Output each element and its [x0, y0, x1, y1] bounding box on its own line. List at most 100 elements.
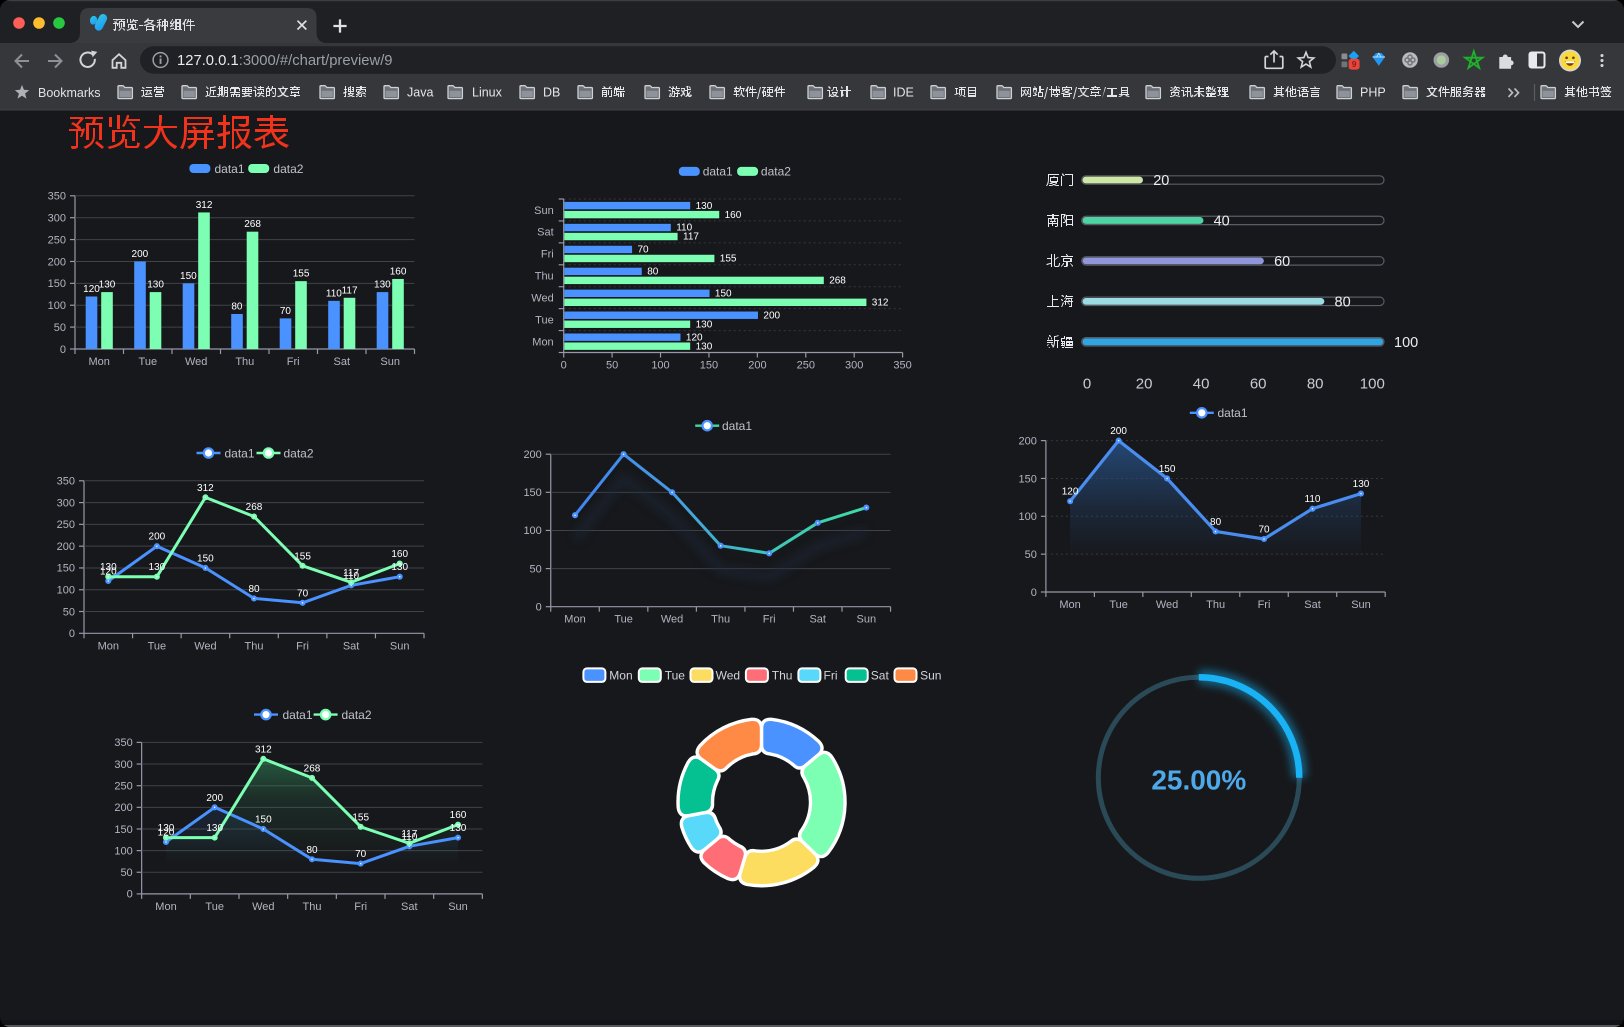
svg-text:117: 117	[683, 232, 699, 243]
svg-text:268: 268	[246, 502, 263, 513]
svg-text:Fri: Fri	[287, 356, 300, 368]
svg-text:120: 120	[83, 284, 100, 295]
svg-text:Sat: Sat	[334, 356, 351, 368]
svg-text:Thu: Thu	[772, 669, 793, 683]
svg-text:268: 268	[829, 276, 846, 287]
svg-text:130: 130	[374, 280, 391, 291]
svg-text:130: 130	[391, 562, 408, 573]
svg-text:Fri: Fri	[541, 249, 554, 261]
svg-text:250: 250	[48, 234, 66, 246]
svg-text:268: 268	[304, 763, 321, 774]
svg-text:80: 80	[306, 845, 318, 856]
svg-text:data2: data2	[761, 165, 791, 179]
svg-text:130: 130	[206, 823, 223, 834]
svg-text:200: 200	[1019, 435, 1037, 447]
svg-text:25.00%: 25.00%	[1151, 765, 1246, 796]
svg-text:0: 0	[60, 344, 66, 356]
svg-text:160: 160	[725, 210, 742, 221]
svg-text:40: 40	[1193, 375, 1210, 392]
svg-text:130: 130	[149, 562, 166, 573]
svg-text:50: 50	[606, 360, 618, 372]
svg-text:150: 150	[197, 553, 214, 564]
svg-text:100: 100	[48, 300, 66, 312]
svg-text:127.0.0.1:3000/#/chart/preview: 127.0.0.1:3000/#/chart/preview/9	[177, 53, 393, 69]
svg-text:Sat: Sat	[871, 669, 890, 683]
svg-text:70: 70	[638, 245, 650, 256]
svg-text:200: 200	[48, 256, 66, 268]
svg-text:130: 130	[1353, 479, 1370, 490]
svg-text:40: 40	[1214, 214, 1230, 230]
svg-text:100: 100	[651, 360, 669, 372]
svg-text:Wed: Wed	[1156, 599, 1178, 611]
svg-text:150: 150	[1019, 473, 1037, 485]
svg-text:Thu: Thu	[235, 356, 254, 368]
svg-text:70: 70	[280, 306, 292, 317]
svg-text:60: 60	[1274, 254, 1290, 270]
svg-text:Sat: Sat	[1304, 599, 1321, 611]
svg-text:80: 80	[647, 267, 659, 278]
svg-text:Mon: Mon	[1059, 599, 1080, 611]
svg-text:80: 80	[1210, 517, 1222, 528]
svg-text:Sun: Sun	[1351, 599, 1371, 611]
svg-text:Fri: Fri	[1258, 599, 1271, 611]
svg-text:110: 110	[676, 223, 692, 234]
svg-text:Mon: Mon	[532, 336, 553, 348]
svg-text:80: 80	[1307, 375, 1324, 392]
svg-text:250: 250	[797, 360, 815, 372]
svg-text:117: 117	[401, 829, 417, 840]
svg-text:Java: Java	[407, 86, 433, 100]
svg-text:130: 130	[100, 562, 117, 573]
svg-text:data1: data1	[1218, 406, 1248, 420]
svg-text:Sat: Sat	[809, 614, 826, 626]
svg-text:250: 250	[114, 781, 132, 793]
svg-text:100: 100	[57, 585, 75, 597]
svg-text:data1: data1	[722, 419, 752, 433]
svg-text:350: 350	[57, 476, 75, 488]
svg-text:Tue: Tue	[205, 901, 224, 913]
svg-text:Mon: Mon	[609, 669, 632, 683]
svg-text:Thu: Thu	[303, 901, 322, 913]
svg-text:Mon: Mon	[98, 640, 119, 652]
svg-text:20: 20	[1136, 375, 1153, 392]
svg-text:Tue: Tue	[535, 314, 554, 326]
svg-text:Sat: Sat	[401, 901, 418, 913]
svg-text:DB: DB	[543, 86, 560, 100]
svg-text:Thu: Thu	[535, 271, 554, 283]
svg-text:120: 120	[1062, 487, 1079, 498]
svg-text:150: 150	[700, 360, 718, 372]
svg-text:Sun: Sun	[380, 356, 400, 368]
svg-text:130: 130	[99, 280, 116, 291]
svg-text:80: 80	[248, 584, 260, 595]
svg-text:300: 300	[57, 497, 75, 509]
svg-text:0: 0	[1083, 375, 1091, 392]
svg-text:120: 120	[100, 567, 117, 578]
svg-text:Tue: Tue	[1109, 599, 1128, 611]
svg-text:Bookmarks: Bookmarks	[38, 86, 101, 100]
svg-text:IDE: IDE	[893, 86, 914, 100]
svg-text:155: 155	[352, 812, 369, 823]
svg-text:Thu: Thu	[1206, 599, 1225, 611]
svg-text:130: 130	[696, 341, 713, 352]
svg-text:200: 200	[523, 449, 541, 461]
svg-text:160: 160	[391, 549, 408, 560]
svg-text:50: 50	[120, 867, 132, 879]
svg-text:155: 155	[294, 551, 311, 562]
svg-text:160: 160	[390, 267, 407, 278]
svg-text:200: 200	[149, 532, 166, 543]
svg-text:120: 120	[686, 332, 703, 343]
svg-text:155: 155	[720, 254, 737, 265]
svg-text:350: 350	[48, 191, 66, 203]
svg-text:150: 150	[1159, 464, 1176, 475]
svg-text:150: 150	[715, 289, 732, 300]
svg-text:250: 250	[57, 519, 75, 531]
svg-text:Wed: Wed	[661, 614, 683, 626]
svg-text:100: 100	[1019, 511, 1037, 523]
svg-text:data2: data2	[273, 162, 303, 176]
svg-text:268: 268	[244, 219, 261, 230]
svg-text:0: 0	[1031, 587, 1037, 599]
svg-text:70: 70	[355, 849, 367, 860]
svg-text:80: 80	[231, 302, 243, 313]
svg-text:100: 100	[1360, 375, 1385, 392]
svg-text:300: 300	[114, 759, 132, 771]
svg-text:Fri: Fri	[763, 614, 776, 626]
